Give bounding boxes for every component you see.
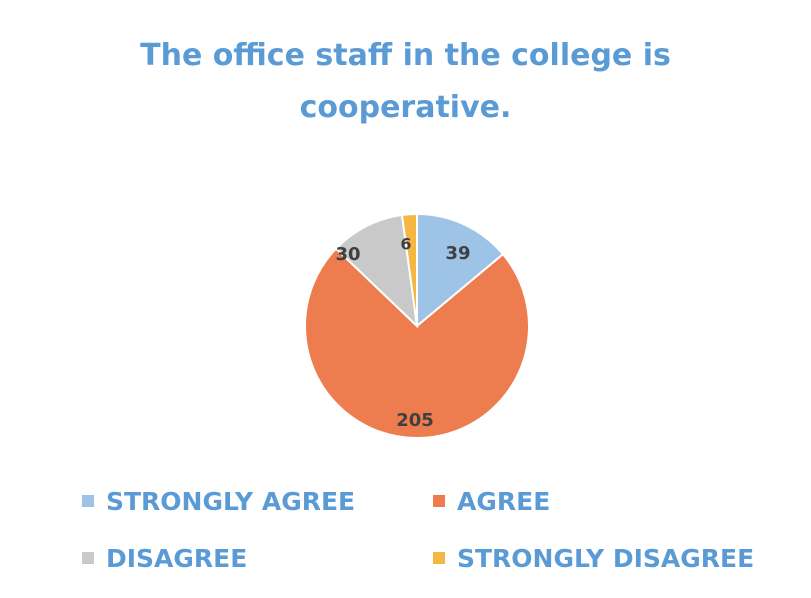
pie-slice-agree: [304, 247, 531, 439]
legend-item-disagree: DISAGREE: [82, 540, 247, 576]
legend-item-agree: AGREE: [433, 483, 550, 519]
legend-swatch-disagree: [82, 552, 94, 564]
legend-item-strongly-agree: STRONGLY AGREE: [82, 483, 355, 519]
data-label-strongly-disagree: 6: [400, 235, 411, 254]
legend-label-strongly-agree: STRONGLY AGREE: [106, 486, 356, 516]
pie-slice-disagree: [334, 213, 419, 329]
legend-swatch-agree: [433, 495, 445, 507]
data-label-strongly-agree: 39: [445, 243, 470, 264]
legend-item-strongly-disagree: STRONGLY DISAGREE: [433, 540, 754, 576]
pie-slice-strongly-disagree: [400, 212, 418, 327]
legend-swatch-strongly-agree: [82, 495, 94, 507]
legend-label-agree: AGREE: [457, 486, 551, 516]
legend-label-strongly-disagree: STRONGLY DISAGREE: [457, 543, 755, 573]
data-label-disagree: 30: [335, 244, 360, 265]
chart-title: The office staff in the college is coope…: [140, 38, 671, 125]
data-label-agree: 205: [396, 410, 434, 431]
legend-label-disagree: DISAGREE: [106, 543, 248, 573]
pie-slice-strongly-agree: [416, 212, 505, 329]
legend-swatch-strongly-disagree: [433, 552, 445, 564]
